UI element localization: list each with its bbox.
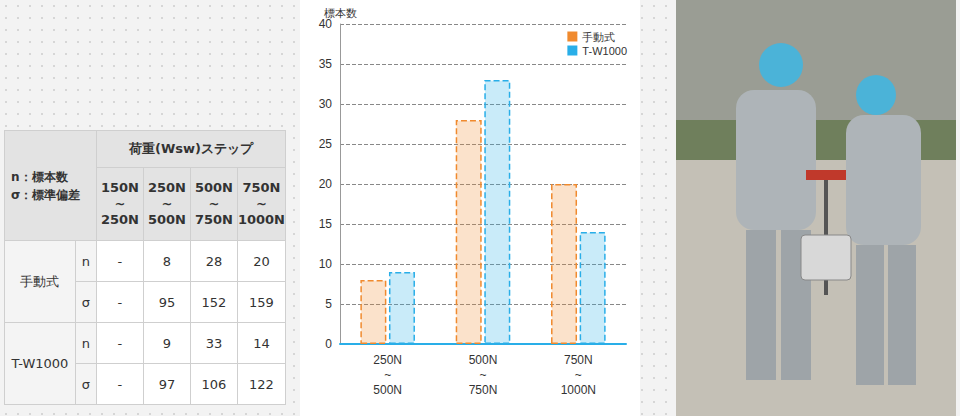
- html-text:250N: 250N: [147, 180, 186, 195]
- html-text:8: 8: [162, 253, 172, 269]
- html-text:σ: σ: [81, 294, 91, 310]
- svg-text:40: 40: [319, 17, 333, 31]
- svg-text:0: 0: [325, 337, 332, 351]
- html-text:150N: 150N: [100, 180, 139, 195]
- html-text:T-W1000: T-W1000: [11, 356, 69, 371]
- html-text:750N: 750N: [242, 180, 281, 195]
- html-text:159: 159: [249, 294, 274, 310]
- html-text:95: 95: [158, 294, 176, 310]
- html-text:σ：標準偏差: σ：標準偏差: [11, 187, 81, 202]
- svg-text:20: 20: [319, 177, 333, 191]
- html-text:20: 20: [253, 253, 270, 269]
- svg-text:5: 5: [325, 297, 332, 311]
- html-text:152: 152: [201, 294, 227, 310]
- html-text:手動式: 手動式: [20, 273, 60, 289]
- html-text:n：標本数: n：標本数: [11, 169, 68, 184]
- svg-text:10: 10: [319, 257, 333, 271]
- html-text:106: 106: [201, 376, 227, 392]
- svg-text:15: 15: [319, 217, 333, 231]
- svg-text:~: ~: [479, 368, 486, 382]
- svg-text:~: ~: [384, 368, 391, 382]
- html-text:500N: 500N: [194, 180, 233, 195]
- svg-text:標本数: 標本数: [323, 6, 357, 19]
- html-text:500N: 500N: [147, 212, 186, 227]
- html-text:σ: σ: [81, 376, 91, 392]
- html-text:122: 122: [249, 376, 274, 392]
- svg-text:500N: 500N: [373, 383, 402, 397]
- html-text:9: 9: [162, 335, 172, 351]
- html-text:250N: 250N: [100, 212, 139, 227]
- svg-text:35: 35: [319, 57, 333, 71]
- html-text:1000N: 1000N: [237, 212, 285, 227]
- svg-text:25: 25: [319, 137, 333, 151]
- svg-text:250N: 250N: [373, 353, 402, 367]
- svg-text:1000N: 1000N: [561, 383, 596, 397]
- svg-text:750N: 750N: [564, 353, 593, 367]
- svg-text:750N: 750N: [469, 383, 498, 397]
- svg-text:手動式: 手動式: [582, 31, 615, 43]
- html-text:n: n: [81, 335, 91, 351]
- svg-text:~: ~: [575, 368, 582, 382]
- html-text:荷重(Wsw)ステップ: 荷重(Wsw)ステップ: [129, 141, 253, 156]
- svg-text:30: 30: [319, 97, 333, 111]
- html-text:97: 97: [158, 376, 176, 392]
- html-text:14: 14: [253, 335, 270, 351]
- svg-text:T-W1000: T-W1000: [582, 45, 627, 57]
- html-text:28: 28: [205, 253, 223, 269]
- html-text:n: n: [81, 253, 91, 269]
- svg-text:500N: 500N: [469, 353, 498, 367]
- html-text:33: 33: [205, 335, 223, 351]
- html-text:750N: 750N: [194, 212, 233, 227]
